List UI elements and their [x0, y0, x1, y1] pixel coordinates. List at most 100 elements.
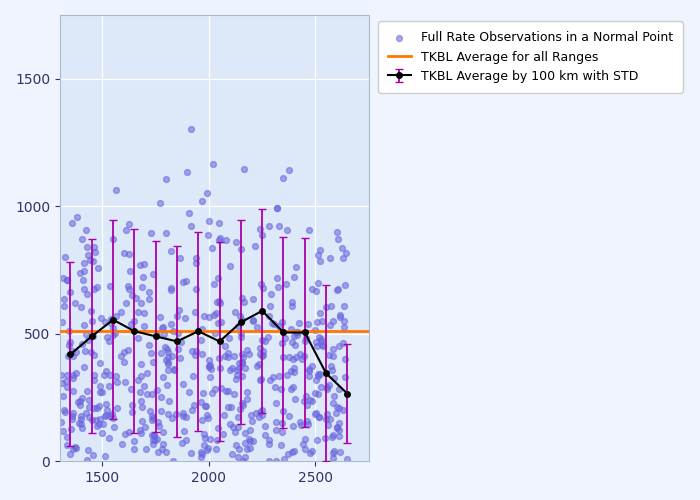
Full Rate Observations in a Normal Point: [316, 383, 327, 391]
Full Rate Observations in a Normal Point: [223, 403, 234, 411]
Full Rate Observations in a Normal Point: [75, 401, 86, 409]
Full Rate Observations in a Normal Point: [300, 392, 312, 400]
Full Rate Observations in a Normal Point: [83, 251, 94, 259]
Full Rate Observations in a Normal Point: [246, 418, 258, 426]
Full Rate Observations in a Normal Point: [314, 370, 326, 378]
Full Rate Observations in a Normal Point: [89, 351, 100, 359]
Full Rate Observations in a Normal Point: [162, 366, 174, 374]
Full Rate Observations in a Normal Point: [101, 411, 112, 419]
Full Rate Observations in a Normal Point: [264, 457, 275, 465]
Full Rate Observations in a Normal Point: [321, 386, 332, 394]
Full Rate Observations in a Normal Point: [328, 392, 339, 400]
Full Rate Observations in a Normal Point: [101, 332, 112, 340]
Full Rate Observations in a Normal Point: [149, 436, 160, 444]
Full Rate Observations in a Normal Point: [339, 281, 350, 289]
Full Rate Observations in a Normal Point: [333, 404, 344, 412]
Full Rate Observations in a Normal Point: [237, 398, 248, 406]
Full Rate Observations in a Normal Point: [76, 340, 88, 348]
Full Rate Observations in a Normal Point: [312, 436, 323, 444]
Full Rate Observations in a Normal Point: [81, 290, 92, 298]
Full Rate Observations in a Normal Point: [147, 436, 158, 444]
Full Rate Observations in a Normal Point: [141, 446, 152, 454]
Full Rate Observations in a Normal Point: [244, 426, 256, 434]
Full Rate Observations in a Normal Point: [271, 426, 282, 434]
Full Rate Observations in a Normal Point: [71, 348, 82, 356]
Full Rate Observations in a Normal Point: [62, 276, 73, 283]
Full Rate Observations in a Normal Point: [203, 356, 214, 364]
Full Rate Observations in a Normal Point: [172, 345, 183, 353]
Full Rate Observations in a Normal Point: [309, 390, 321, 398]
Full Rate Observations in a Normal Point: [162, 360, 173, 368]
Full Rate Observations in a Normal Point: [273, 222, 284, 230]
Full Rate Observations in a Normal Point: [317, 340, 328, 348]
Full Rate Observations in a Normal Point: [186, 124, 197, 132]
Full Rate Observations in a Normal Point: [276, 419, 288, 427]
Full Rate Observations in a Normal Point: [74, 268, 85, 276]
Full Rate Observations in a Normal Point: [213, 298, 224, 306]
Full Rate Observations in a Normal Point: [90, 248, 101, 256]
Full Rate Observations in a Normal Point: [338, 302, 349, 310]
Full Rate Observations in a Normal Point: [236, 316, 247, 324]
Full Rate Observations in a Normal Point: [190, 254, 201, 262]
Full Rate Observations in a Normal Point: [237, 354, 248, 362]
Full Rate Observations in a Normal Point: [88, 376, 99, 384]
Full Rate Observations in a Normal Point: [255, 350, 266, 358]
Full Rate Observations in a Normal Point: [327, 432, 338, 440]
Full Rate Observations in a Normal Point: [333, 426, 344, 434]
Full Rate Observations in a Normal Point: [206, 388, 218, 396]
Full Rate Observations in a Normal Point: [132, 308, 144, 316]
Full Rate Observations in a Normal Point: [101, 400, 112, 408]
Full Rate Observations in a Normal Point: [331, 424, 342, 432]
Full Rate Observations in a Normal Point: [177, 380, 188, 388]
Full Rate Observations in a Normal Point: [292, 331, 303, 339]
Full Rate Observations in a Normal Point: [139, 424, 150, 432]
Full Rate Observations in a Normal Point: [111, 186, 122, 194]
Full Rate Observations in a Normal Point: [84, 256, 95, 264]
Full Rate Observations in a Normal Point: [239, 429, 251, 437]
Full Rate Observations in a Normal Point: [103, 382, 114, 390]
Full Rate Observations in a Normal Point: [301, 418, 312, 426]
Full Rate Observations in a Normal Point: [269, 382, 280, 390]
Full Rate Observations in a Normal Point: [240, 454, 251, 462]
Full Rate Observations in a Normal Point: [128, 444, 139, 452]
Full Rate Observations in a Normal Point: [181, 168, 193, 176]
Full Rate Observations in a Normal Point: [83, 414, 94, 422]
Full Rate Observations in a Normal Point: [331, 424, 342, 432]
Full Rate Observations in a Normal Point: [127, 408, 138, 416]
Full Rate Observations in a Normal Point: [167, 326, 178, 334]
Full Rate Observations in a Normal Point: [314, 413, 325, 421]
Full Rate Observations in a Normal Point: [247, 295, 258, 303]
Full Rate Observations in a Normal Point: [142, 368, 153, 376]
Full Rate Observations in a Normal Point: [88, 286, 99, 294]
Full Rate Observations in a Normal Point: [133, 334, 144, 342]
Full Rate Observations in a Normal Point: [312, 390, 323, 398]
Full Rate Observations in a Normal Point: [312, 279, 323, 287]
Full Rate Observations in a Normal Point: [265, 376, 276, 384]
Full Rate Observations in a Normal Point: [65, 338, 76, 346]
Full Rate Observations in a Normal Point: [287, 422, 298, 430]
Full Rate Observations in a Normal Point: [245, 412, 256, 420]
Full Rate Observations in a Normal Point: [94, 359, 106, 367]
Full Rate Observations in a Normal Point: [181, 277, 192, 285]
Full Rate Observations in a Normal Point: [135, 372, 146, 380]
Full Rate Observations in a Normal Point: [288, 368, 299, 376]
Full Rate Observations in a Normal Point: [67, 387, 78, 395]
Full Rate Observations in a Normal Point: [236, 330, 247, 338]
Full Rate Observations in a Normal Point: [93, 264, 104, 272]
Full Rate Observations in a Normal Point: [331, 286, 342, 294]
Full Rate Observations in a Normal Point: [162, 352, 173, 360]
Full Rate Observations in a Normal Point: [66, 348, 77, 356]
Full Rate Observations in a Normal Point: [264, 440, 275, 448]
Full Rate Observations in a Normal Point: [199, 434, 211, 442]
Full Rate Observations in a Normal Point: [338, 316, 349, 324]
Full Rate Observations in a Normal Point: [94, 388, 106, 396]
Full Rate Observations in a Normal Point: [272, 204, 283, 212]
Full Rate Observations in a Normal Point: [307, 362, 318, 370]
Full Rate Observations in a Normal Point: [236, 358, 247, 366]
Full Rate Observations in a Normal Point: [98, 371, 109, 379]
Full Rate Observations in a Normal Point: [231, 371, 242, 379]
Full Rate Observations in a Normal Point: [226, 364, 237, 372]
Full Rate Observations in a Normal Point: [152, 386, 163, 394]
Full Rate Observations in a Normal Point: [83, 446, 94, 454]
Full Rate Observations in a Normal Point: [161, 356, 172, 364]
